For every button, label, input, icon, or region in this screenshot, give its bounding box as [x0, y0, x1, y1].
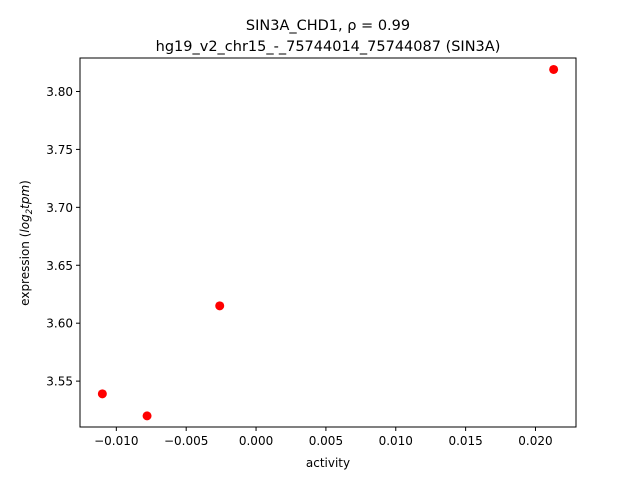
- y-tick-label: 3.75: [46, 143, 73, 157]
- y-tick-label: 3.80: [46, 85, 73, 99]
- data-point: [549, 64, 559, 74]
- y-axis-label-var-rest: tpm: [18, 185, 32, 209]
- y-axis-label-prefix: expression (: [18, 233, 32, 306]
- y-axis-label: expression (log2tpm): [18, 180, 35, 306]
- y-tick-label: 3.70: [46, 201, 73, 215]
- chart-title-group: SIN3A_CHD1, ρ = 0.99 hg19_v2_chr15_-_757…: [156, 18, 501, 55]
- data-point: [97, 389, 107, 399]
- data-point: [142, 411, 152, 421]
- x-tick-label: −0.005: [164, 434, 208, 448]
- y-axis-ticks: 3.55 3.60 3.65 3.70 3.75 3.80: [46, 85, 80, 389]
- y-tick-label: 3.55: [46, 375, 73, 389]
- x-axis-ticks: −0.010 −0.005 0.000 0.005 0.010 0.015 0.020: [94, 427, 553, 448]
- chart-title: SIN3A_CHD1, ρ = 0.99: [246, 18, 410, 34]
- y-tick-label: 3.60: [46, 317, 73, 331]
- x-tick-label: 0.005: [309, 434, 343, 448]
- x-tick-label: 0.010: [379, 434, 413, 448]
- y-axis-label-subscript: 2: [25, 209, 35, 214]
- x-axis-label: activity: [306, 456, 350, 470]
- x-tick-label: 0.000: [239, 434, 273, 448]
- x-tick-label: −0.010: [94, 434, 138, 448]
- chart-subtitle: hg19_v2_chr15_-_75744014_75744087 (SIN3A…: [156, 39, 501, 55]
- x-tick-label: 0.020: [518, 434, 552, 448]
- plot-frame: [79, 57, 577, 428]
- x-tick-label: 0.015: [448, 434, 482, 448]
- data-points: [97, 64, 559, 421]
- data-point: [215, 301, 225, 311]
- y-tick-label: 3.65: [46, 259, 73, 273]
- y-axis-label-suffix: ): [18, 180, 32, 185]
- y-axis-label-var: log: [18, 214, 32, 233]
